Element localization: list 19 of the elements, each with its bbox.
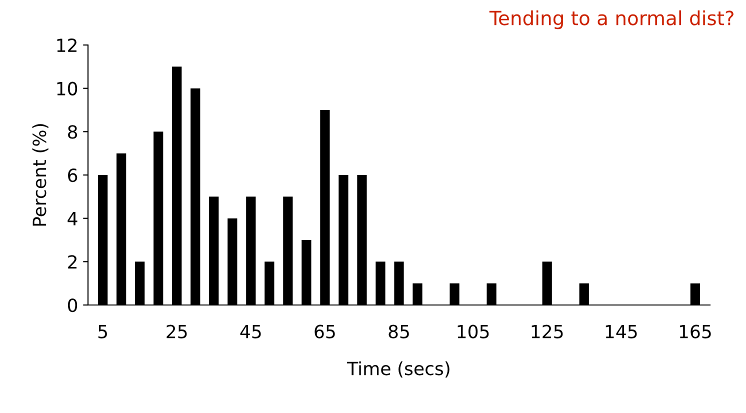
y-tick-label: 12 (57, 38, 76, 52)
y-axis-title: Percent (%) (32, 124, 48, 226)
x-tick-label: 85 (388, 324, 409, 338)
x-tick-label: 145 (606, 325, 637, 338)
x-tick-label: 5 (98, 325, 107, 338)
x-tick-label: 45 (240, 325, 261, 338)
x-tick-label: 25 (166, 324, 187, 338)
x-tick-label: 125 (532, 324, 563, 338)
chart-title: Tending to a normal dist? (489, 10, 734, 30)
y-tick-label: 4 (68, 212, 78, 226)
x-axis-title: Time (secs) (347, 361, 450, 378)
y-tick-label: 6 (68, 168, 78, 182)
y-tick-label: 8 (68, 125, 78, 139)
x-tick-label: 105 (458, 324, 489, 338)
y-tick-label: 2 (68, 255, 76, 269)
y-tick-label: 0 (68, 298, 78, 312)
x-tick-label: 65 (314, 324, 335, 338)
x-tick-label: 165 (680, 324, 711, 338)
y-tick-label: 10 (57, 82, 78, 96)
